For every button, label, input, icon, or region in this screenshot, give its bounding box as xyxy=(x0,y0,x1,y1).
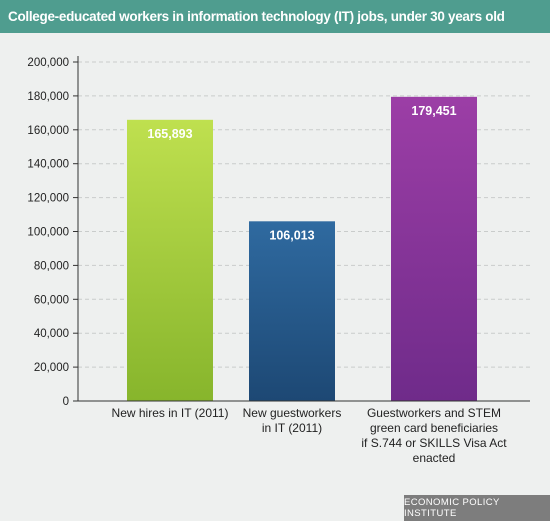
bar xyxy=(249,221,335,401)
y-tick-label: 140,000 xyxy=(27,159,69,171)
y-tick-label: 120,000 xyxy=(27,193,69,205)
bar xyxy=(127,119,213,401)
source-label: ECONOMIC POLICY INSTITUTE xyxy=(404,497,500,519)
chart-title: College-educated workers in information … xyxy=(8,9,505,24)
bars xyxy=(127,96,477,401)
bar-value-labels: 165,893 106,013 179,451 xyxy=(147,104,456,242)
y-tick-label: 20,000 xyxy=(34,362,69,374)
y-tick-label: 80,000 xyxy=(34,260,69,272)
y-tick-label: 180,000 xyxy=(27,91,69,103)
bar-chart: 0 20,000 40,000 60,000 80,000 100,000 120,000 1… xyxy=(27,56,530,465)
x-tick-label: New guestworkers in IT (2011) xyxy=(243,406,342,435)
y-tick-label: 0 xyxy=(63,396,69,408)
y-tick-label: 40,000 xyxy=(34,328,69,340)
source-badge: ECONOMIC POLICY INSTITUTE xyxy=(404,495,550,521)
y-axis-ticks: 0 20,000 40,000 60,000 80,000 100,000 120,000 1… xyxy=(27,57,78,408)
title-bar: College-educated workers in information … xyxy=(0,0,550,33)
bar xyxy=(391,96,477,401)
bar-value-label: 179,451 xyxy=(411,104,456,118)
x-tick-label: New hires in IT (2011) xyxy=(112,406,229,420)
x-tick-label: Guestworkers and STEM green card benefici… xyxy=(361,406,507,465)
y-tick-label: 100,000 xyxy=(27,227,69,239)
bar-value-label: 106,013 xyxy=(269,228,314,242)
axes xyxy=(77,56,530,402)
y-tick-label: 200,000 xyxy=(27,57,69,69)
y-tick-label: 160,000 xyxy=(27,125,69,137)
y-tick-label: 60,000 xyxy=(34,294,69,306)
x-axis-ticks: New hires in IT (2011) New guestworkers in… xyxy=(112,406,508,465)
bar-value-label: 165,893 xyxy=(147,127,192,141)
